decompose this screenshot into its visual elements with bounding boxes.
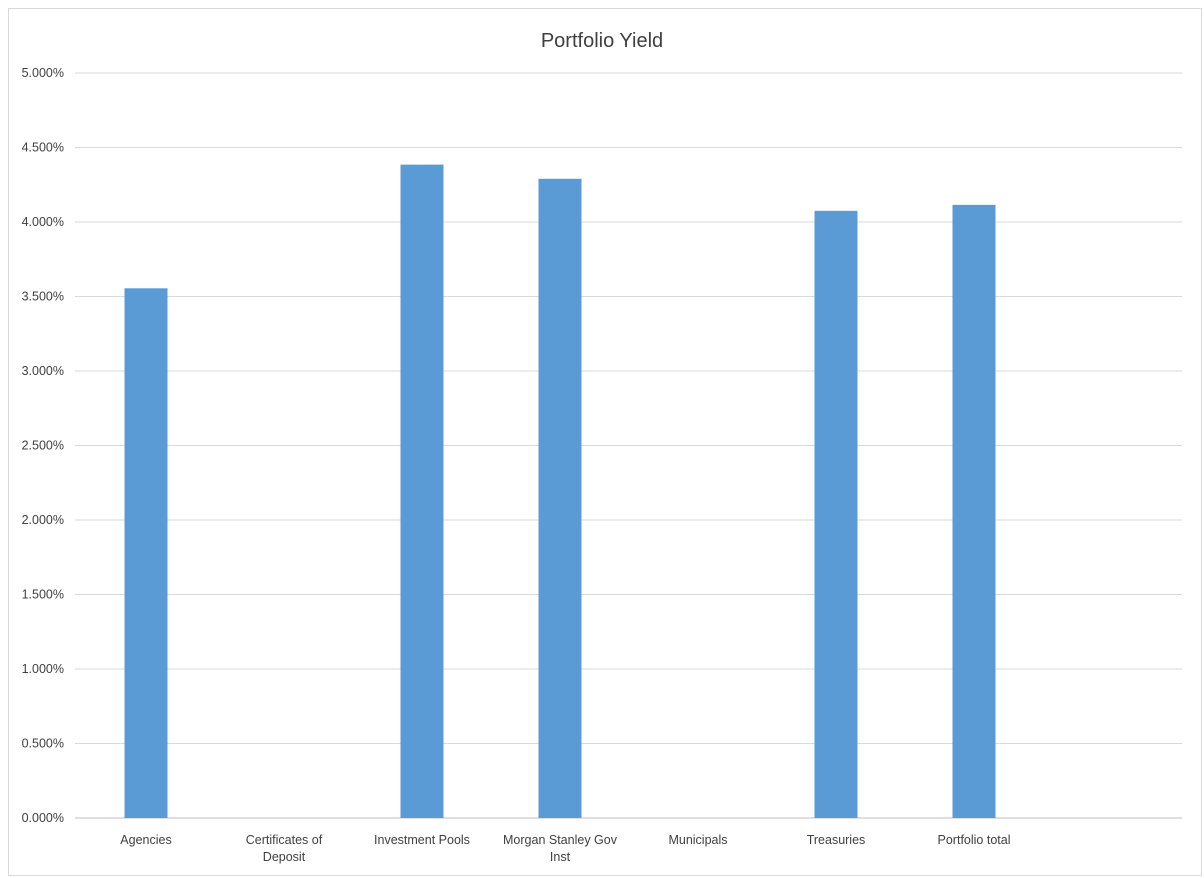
y-tick-label: 4.500% xyxy=(22,141,64,155)
y-tick-label: 4.000% xyxy=(22,215,64,229)
y-tick-label: 3.000% xyxy=(22,364,64,378)
x-category-label: Municipals xyxy=(668,833,727,847)
x-category-label: Investment Pools xyxy=(374,833,470,847)
y-tick-label: 1.500% xyxy=(22,588,64,602)
x-category-label: Agencies xyxy=(120,833,171,847)
bar xyxy=(952,204,996,819)
bar xyxy=(814,210,858,818)
y-tick-label: 5.000% xyxy=(22,66,64,80)
y-tick-label: 0.000% xyxy=(22,811,64,825)
bar xyxy=(538,178,582,819)
x-category-label: Portfolio total xyxy=(938,833,1011,847)
chart-title: Portfolio Yield xyxy=(540,30,664,52)
x-category-label: Morgan Stanley Gov xyxy=(503,833,618,847)
x-category-label: Deposit xyxy=(263,850,306,864)
x-category-label: Treasuries xyxy=(807,833,866,847)
x-category-label: Inst xyxy=(550,850,571,864)
bar xyxy=(124,288,168,818)
y-tick-label: 2.500% xyxy=(22,439,64,453)
y-tick-label: 0.500% xyxy=(22,737,64,751)
y-tick-label: 3.500% xyxy=(22,290,64,304)
y-tick-label: 2.000% xyxy=(22,513,64,527)
bar xyxy=(400,164,444,818)
chart-frame xyxy=(8,8,1202,876)
x-category-label: Certificates of xyxy=(246,833,323,847)
y-tick-label: 1.000% xyxy=(22,662,64,676)
